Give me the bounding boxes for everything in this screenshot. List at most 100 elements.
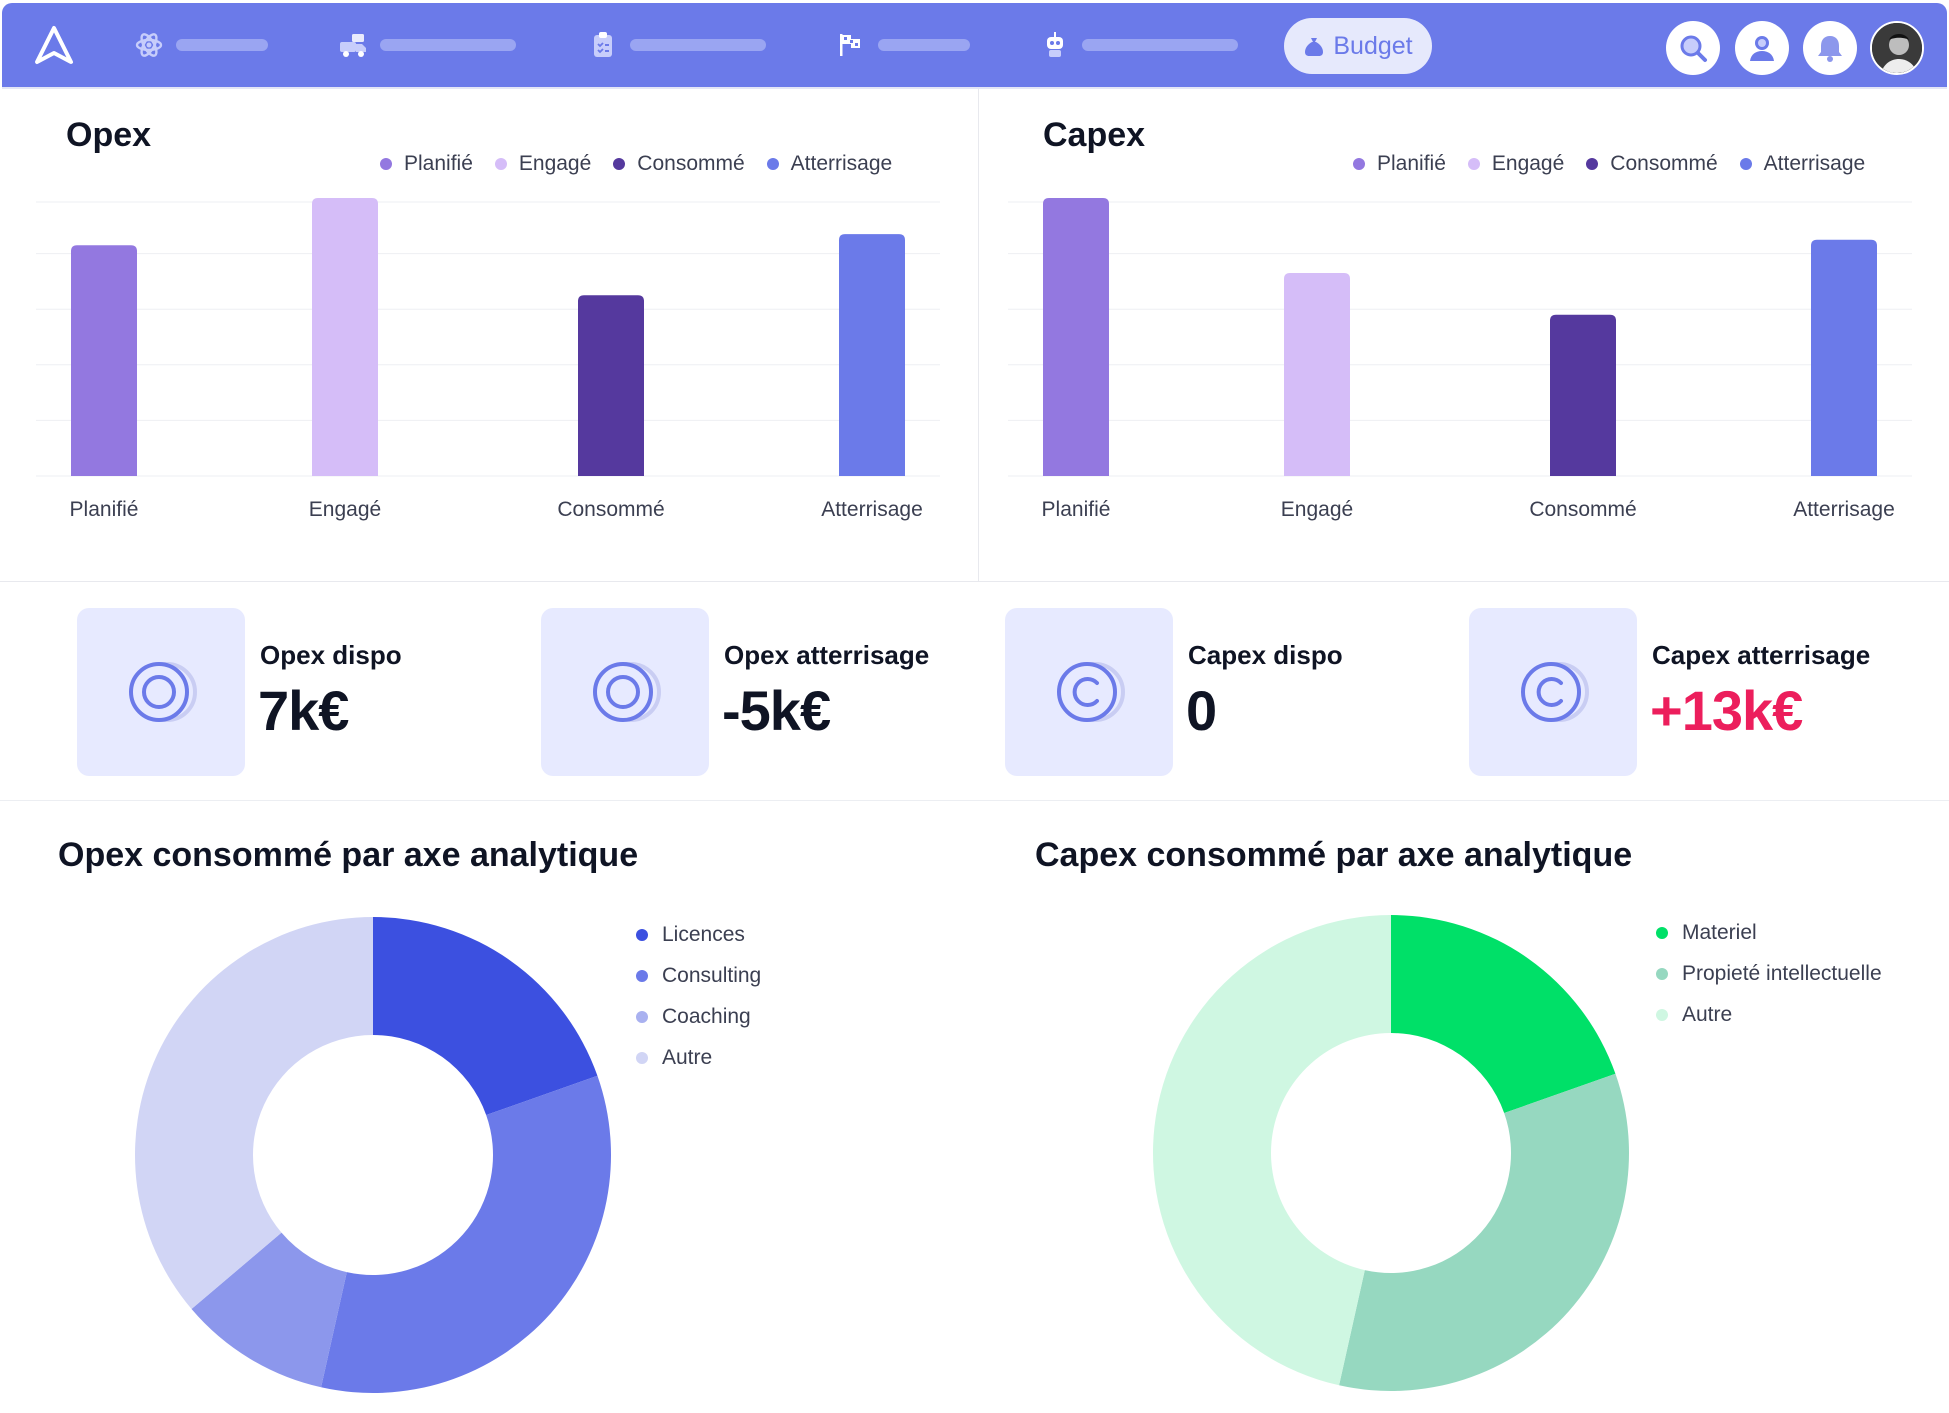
kpi-icon-box: [1005, 608, 1173, 776]
section-divider: [0, 800, 1949, 801]
bar-engagé[interactable]: [1284, 273, 1350, 476]
slice-autre[interactable]: [135, 917, 373, 1309]
capex-copyright-icon: [1521, 662, 1589, 722]
legend-label: Propieté intellectuelle: [1682, 961, 1882, 985]
bar-consommé[interactable]: [1550, 314, 1616, 476]
opex-bar-chart: Planifié Engagé Consommé Atterrisage: [36, 198, 940, 521]
section-divider: [0, 581, 1949, 582]
legend-swatch: [1656, 1008, 1668, 1021]
legend-swatch: [636, 1010, 648, 1023]
legend-item: Atterrisage: [766, 152, 893, 176]
legend-swatch: [1586, 158, 1599, 170]
capex-copyright-icon: [1057, 662, 1125, 722]
legend-label: Licences: [662, 922, 745, 946]
slice-autre[interactable]: [1153, 915, 1391, 1386]
legend-label: Atterrisage: [790, 152, 893, 175]
slice-coaching[interactable]: [191, 1232, 347, 1388]
nav-item-1[interactable]: [134, 31, 268, 59]
legend-item: Consommé: [613, 152, 745, 176]
bar-engagé[interactable]: [312, 198, 378, 476]
x-tick-label: Planifié: [1042, 498, 1111, 521]
opex-circle-icon: [593, 662, 661, 722]
legend-label: Coaching: [662, 1004, 751, 1028]
bar-atterrisage[interactable]: [839, 234, 905, 476]
legend-label: Autre: [662, 1045, 713, 1069]
legend-label: Autre: [1682, 1002, 1733, 1026]
capex-chart-legend: Planifié Engagé Consommé Atterrisage: [1353, 152, 1865, 176]
opex-donut-title: Opex consommé par axe analytique: [58, 836, 639, 874]
user-icon: [1750, 36, 1774, 61]
kpi-label: Capex dispo: [1188, 640, 1343, 670]
legend-swatch: [380, 158, 392, 170]
capex-chart-title: Capex: [1043, 116, 1146, 154]
legend-item: Planifié: [380, 152, 473, 176]
clipboard-icon: [594, 32, 612, 57]
x-tick-label: Engagé: [1281, 498, 1353, 521]
tab-budget[interactable]: Budget: [1284, 18, 1432, 74]
x-tick-label: Planifié: [70, 498, 139, 521]
notifications-button[interactable]: [1803, 21, 1857, 75]
bar-planifié[interactable]: [71, 245, 137, 476]
nav-item-4[interactable]: [836, 31, 970, 59]
top-navigation-bar: Budget: [2, 3, 1947, 89]
robot-icon: [1047, 32, 1063, 57]
slice-materiel[interactable]: [1391, 915, 1616, 1114]
nav-label-placeholder: [176, 39, 268, 51]
legend-item: Planifié: [1353, 152, 1446, 176]
legend-item: Consulting: [636, 955, 761, 996]
nav-label-placeholder: [380, 39, 516, 51]
avatar[interactable]: [1870, 21, 1924, 75]
capex-bar-chart: Planifié Engagé Consommé Atterrisage: [1008, 198, 1912, 521]
legend-item: Engagé: [494, 152, 592, 176]
nav-label-placeholder: [630, 39, 766, 51]
nav-item-5[interactable]: [1040, 31, 1238, 59]
legend-swatch: [1656, 926, 1668, 939]
truck-icon: [340, 34, 366, 57]
bar-consommé[interactable]: [578, 295, 644, 476]
legend-item: Autre: [636, 1037, 761, 1078]
kpi-label: Opex atterrisage: [724, 640, 930, 670]
legend-item: Coaching: [636, 996, 761, 1037]
nav-item-2[interactable]: [338, 31, 516, 59]
legend-swatch: [1656, 967, 1668, 980]
legend-item: Materiel: [1656, 912, 1882, 953]
tab-budget-label: Budget: [1333, 31, 1413, 60]
capex-donut-chart: [1153, 915, 1629, 1391]
legend-swatch: [613, 158, 626, 170]
profile-button[interactable]: [1735, 21, 1789, 75]
opex-chart-legend: Planifié Engagé Consommé Atterrisage: [380, 152, 892, 176]
bar-planifié[interactable]: [1043, 198, 1109, 476]
legend-swatch: [494, 158, 507, 170]
legend-item: Engagé: [1467, 152, 1565, 176]
legend-swatch: [1467, 158, 1480, 170]
legend-item: Propieté intellectuelle: [1656, 953, 1882, 994]
search-button[interactable]: [1666, 21, 1720, 75]
legend-swatch: [636, 969, 648, 982]
legend-swatch: [636, 928, 648, 941]
legend-item: Atterrisage: [1739, 152, 1865, 176]
x-tick-label: Consommé: [557, 498, 664, 521]
nav-item-3[interactable]: [588, 31, 766, 59]
nav-label-placeholder: [1082, 39, 1238, 51]
legend-label: Engagé: [518, 152, 592, 175]
slice-consulting[interactable]: [321, 1075, 612, 1393]
app-logo-icon[interactable]: [34, 25, 74, 65]
legend-label: Consulting: [662, 963, 762, 987]
kpi-value: -5k€: [722, 679, 831, 742]
opex-circle-icon: [129, 662, 197, 722]
kpi-icon-box: [1469, 608, 1637, 776]
flags-icon: [840, 34, 860, 56]
capex-donut-title: Capex consommé par axe analytique: [1035, 836, 1633, 874]
legend-label: Engagé: [1491, 152, 1565, 175]
legend-label: Consommé: [637, 152, 745, 175]
x-tick-label: Atterrisage: [1793, 498, 1895, 521]
slice-propiet-intellectuelle[interactable]: [1339, 1073, 1629, 1391]
x-tick-label: Atterrisage: [821, 498, 923, 521]
legend-label: Planifié: [1377, 152, 1446, 175]
legend-label: Planifié: [404, 152, 473, 175]
bar-atterrisage[interactable]: [1811, 239, 1877, 476]
opex-donut-legend: Licences Consulting Coaching Autre: [636, 914, 761, 1078]
opex-chart-title: Opex: [66, 116, 152, 154]
kpi-label: Opex dispo: [260, 640, 402, 670]
slice-licences[interactable]: [373, 917, 598, 1116]
